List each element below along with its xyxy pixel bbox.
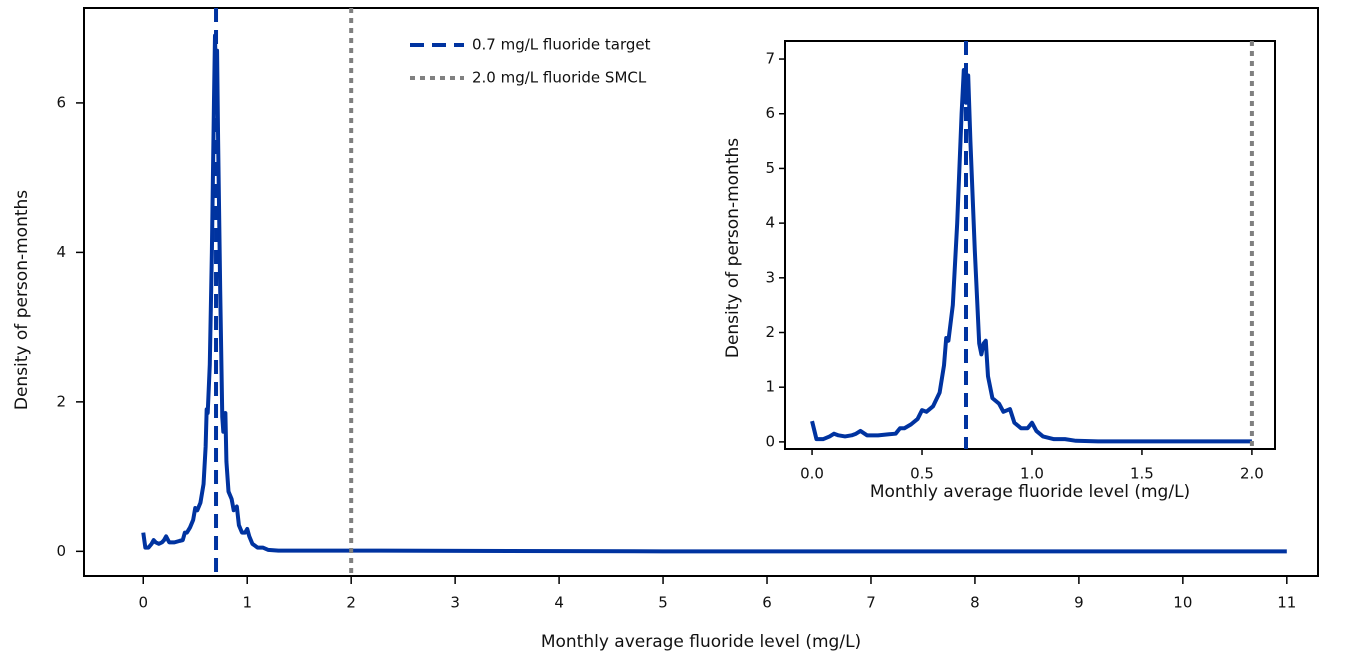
legend-label: 2.0 mg/L fluoride SMCL [472,69,647,87]
y-tick-label: 6 [56,93,66,111]
x-axis-label: Monthly average fluoride level (mg/L) [870,482,1190,502]
y-tick-label: 0 [56,542,66,560]
x-tick-label: 11 [1277,594,1296,612]
density-line [141,33,1287,554]
y-tick-label: 0 [765,432,775,450]
x-tick-label: 1 [242,594,252,612]
density-line [810,67,1252,444]
x-tick-label: 8 [970,594,980,612]
y-tick-label: 4 [765,214,775,232]
x-tick-label: 7 [866,594,876,612]
y-tick-label: 4 [56,243,66,261]
x-tick-label: 1.5 [1130,465,1154,483]
x-tick-label: 2.0 [1240,465,1264,483]
x-tick-label: 2 [346,594,356,612]
x-tick-label: 1.0 [1020,465,1044,483]
x-tick-label: 3 [450,594,460,612]
y-tick-label: 1 [765,378,775,396]
x-tick-label: 4 [554,594,564,612]
y-tick-label: 6 [765,104,775,122]
y-tick-label: 7 [765,50,775,68]
x-tick-label: 6 [762,594,772,612]
y-tick-label: 2 [56,392,66,410]
x-tick-label: 5 [658,594,668,612]
x-tick-label: 9 [1074,594,1084,612]
x-tick-label: 0.0 [800,465,824,483]
x-tick-label: 0.5 [910,465,934,483]
legend-label: 0.7 mg/L fluoride target [472,36,651,54]
y-axis-label: Density of person-months [12,190,32,410]
x-tick-label: 0 [138,594,148,612]
x-axis-label: Monthly average fluoride level (mg/L) [541,632,861,652]
y-tick-label: 5 [765,159,775,177]
plot-area [784,40,1276,450]
y-axis-label: Density of person-months [723,138,743,358]
x-tick-label: 10 [1173,594,1192,612]
y-tick-label: 3 [765,268,775,286]
y-tick-label: 2 [765,323,775,341]
